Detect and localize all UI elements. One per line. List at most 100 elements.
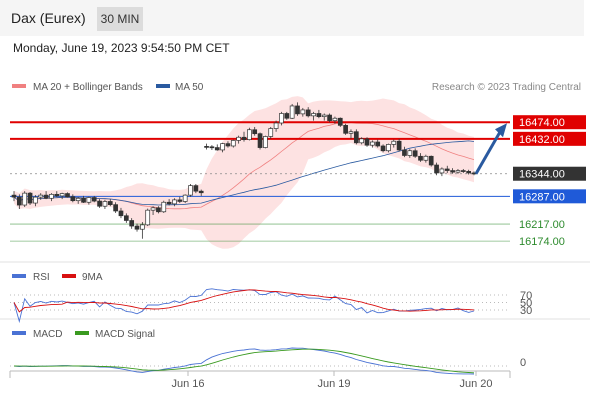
candle-body	[343, 125, 348, 134]
candle-body	[16, 196, 22, 206]
candle-body	[97, 200, 102, 207]
candle-body	[225, 143, 231, 147]
candle-body	[428, 155, 434, 166]
candle-body	[166, 201, 172, 205]
candle	[434, 162, 439, 176]
candle	[225, 141, 231, 148]
candle-body	[418, 155, 423, 161]
candle-body	[300, 109, 306, 115]
candle	[123, 213, 129, 223]
macd-level-0: 0	[520, 357, 526, 369]
rsi-level-30: 30	[520, 305, 532, 317]
candle	[305, 107, 311, 118]
candle-body	[230, 140, 236, 147]
projection-arrowhead	[495, 123, 507, 138]
candle	[86, 196, 92, 205]
candle-body	[38, 194, 44, 198]
candle	[412, 148, 418, 158]
candle	[182, 194, 188, 204]
bollinger-band-area	[14, 96, 474, 249]
candle-body	[407, 150, 413, 156]
candle-body	[43, 194, 49, 199]
candle-body	[54, 193, 60, 197]
candle	[359, 137, 365, 145]
candle-body	[455, 170, 461, 173]
pivot-label-3: 16287.00	[519, 191, 565, 203]
candle	[59, 192, 65, 200]
candle-body	[321, 114, 327, 117]
candle	[327, 113, 332, 123]
candle	[220, 142, 225, 153]
macd-line	[13, 347, 475, 375]
candle-body	[27, 192, 33, 204]
candle	[54, 191, 60, 198]
candle	[140, 222, 145, 239]
candle	[209, 145, 215, 150]
candle	[16, 194, 22, 210]
pivot-tag-3	[513, 189, 586, 204]
resistance-label-0: 16474.00	[519, 117, 565, 129]
candle	[81, 195, 86, 204]
candle-body	[295, 105, 300, 115]
legend-swatch-ma20	[12, 84, 26, 88]
legend-swatch-rsi-ma	[62, 274, 76, 278]
timeframe-button[interactable]: 30 MIN	[97, 7, 143, 31]
x-label-0: Jun 16	[171, 378, 204, 390]
candle	[348, 129, 354, 139]
candle	[129, 218, 135, 229]
legend-label-macd-signal: MACD Signal	[95, 329, 155, 340]
candle	[364, 137, 370, 147]
last-label-2: 16344.00	[519, 169, 565, 181]
candle-body	[348, 131, 354, 134]
candle	[113, 202, 118, 213]
candle-body	[182, 194, 188, 202]
candle	[70, 194, 76, 203]
candle-body	[305, 109, 311, 117]
candle-body	[273, 122, 279, 129]
candle	[177, 196, 183, 204]
candle	[241, 131, 247, 142]
candle	[423, 154, 429, 163]
candle	[279, 111, 284, 126]
candle	[49, 193, 54, 202]
candle	[396, 138, 402, 152]
candle	[402, 146, 407, 158]
rsi-level-50: 50	[520, 298, 532, 310]
candle-body	[193, 185, 199, 192]
candle	[391, 139, 397, 148]
legend-swatch-macd	[12, 331, 26, 335]
candle-body	[204, 146, 209, 148]
candle-body	[91, 197, 97, 202]
candle-body	[252, 129, 258, 135]
candle	[102, 199, 108, 210]
candle-body	[289, 105, 295, 119]
candle-body	[370, 141, 375, 146]
candle-body	[423, 155, 429, 161]
candle-body	[450, 170, 455, 173]
candle-body	[332, 117, 338, 121]
candle	[198, 189, 204, 196]
candle	[295, 102, 300, 116]
candle	[263, 135, 268, 149]
candle-body	[113, 204, 118, 212]
x-label-1: Jun 19	[317, 378, 350, 390]
candle-body	[22, 192, 28, 206]
candle	[455, 168, 461, 174]
candle	[11, 191, 17, 202]
candle-body	[284, 113, 290, 119]
candle-body	[311, 113, 316, 117]
candle-body	[86, 197, 92, 203]
candle	[172, 198, 177, 207]
candle	[466, 169, 472, 175]
candle	[166, 199, 172, 206]
candle	[273, 120, 279, 132]
macd-signal-line	[13, 348, 475, 374]
candle	[33, 195, 38, 207]
candle	[150, 206, 156, 215]
candle-body	[364, 138, 370, 146]
legend-label-macd: MACD	[33, 329, 62, 340]
legend-label-ma50: MA 50	[175, 82, 204, 93]
candle-body	[134, 225, 140, 230]
candle	[204, 143, 209, 150]
